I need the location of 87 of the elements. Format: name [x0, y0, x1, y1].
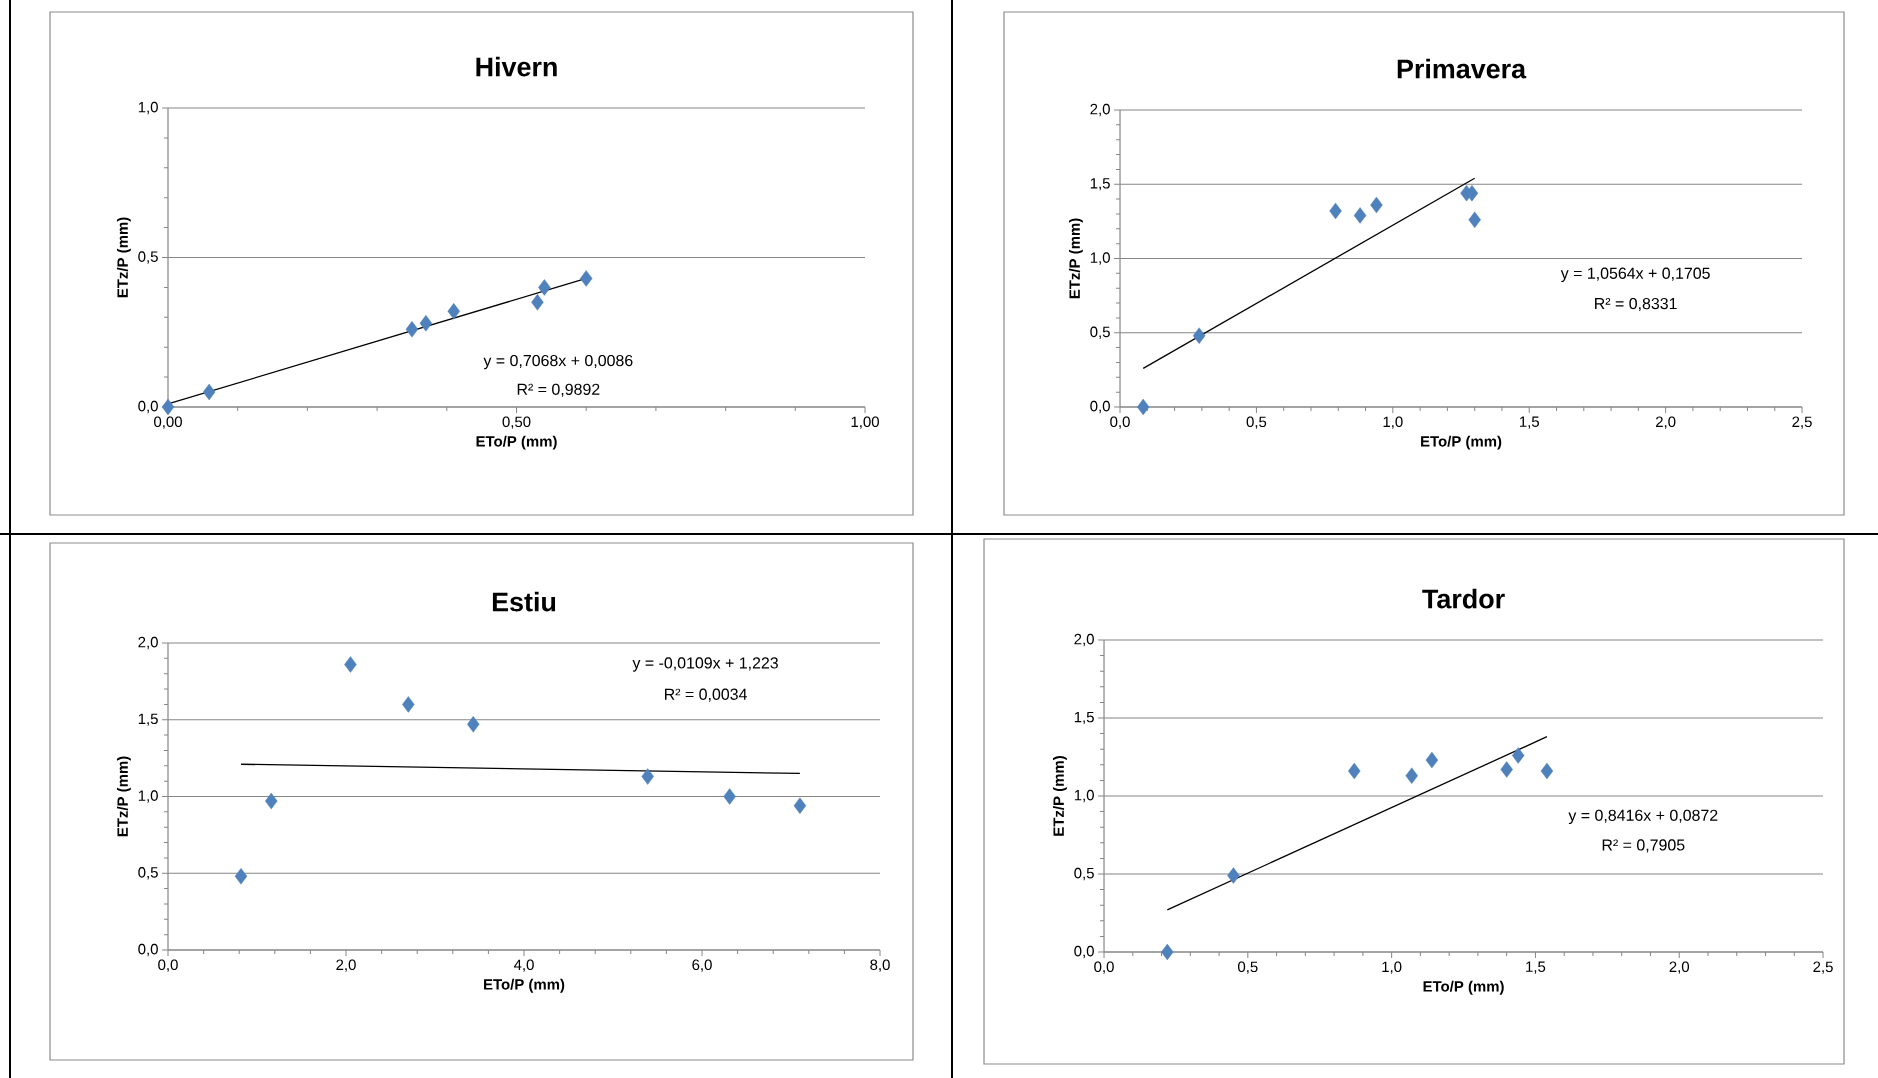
annotation: R² = 0,8331: [1595, 297, 1677, 312]
point: [1370, 196, 1383, 214]
point: [1348, 762, 1361, 780]
point: [402, 696, 415, 713]
point: [538, 279, 551, 296]
x-axis-title: ETo/P (mm): [476, 435, 557, 450]
point: [1137, 398, 1150, 416]
x-tick-label: 0,5: [1238, 961, 1258, 974]
y-tick-label: 0,0: [1090, 400, 1110, 414]
x-tick-label: 0,0: [158, 959, 178, 972]
y-tick-label: 1,5: [1074, 711, 1094, 725]
y-tick-label: 1,0: [138, 790, 158, 803]
chart-title: Estiu: [492, 591, 556, 612]
x-tick-label: 1,0: [1383, 416, 1403, 429]
point: [1353, 207, 1367, 224]
x-tick-label: 6,0: [692, 959, 712, 972]
y-tick-label: 1,5: [1090, 178, 1110, 191]
point: [793, 797, 807, 814]
y-axis-title: ETz/P (mm): [116, 756, 131, 837]
y-tick-label: 1,0: [1074, 789, 1094, 803]
x-tick-label: 8,0: [870, 959, 890, 972]
y-tick-label: 2,0: [1074, 633, 1094, 647]
y-tick-label: 2,0: [1090, 103, 1110, 117]
y-tick-label: 1,0: [138, 101, 158, 115]
y-tick-label: 0,5: [138, 251, 158, 264]
x-tick-label: 1,00: [851, 416, 879, 429]
point: [641, 768, 654, 785]
y-tick-label: 0,0: [1074, 945, 1094, 959]
y-axis-title: ETz/P (mm): [1052, 756, 1067, 836]
point: [1500, 761, 1513, 778]
y-axis-title: ETz/P (mm): [1068, 218, 1083, 299]
point: [580, 270, 593, 287]
annotation: y = -0,0109x + 1,223: [632, 657, 778, 672]
point: [1405, 767, 1418, 784]
x-tick-label: 2,0: [336, 959, 356, 972]
chart-title: Hivern: [476, 56, 557, 77]
annotation: y = 0,7068x + 0,0086: [483, 354, 633, 370]
x-tick-label: 1,0: [1382, 961, 1402, 974]
y-tick-label: 0,5: [1090, 326, 1110, 339]
x-tick-label: 4,0: [513, 959, 534, 972]
point: [1540, 762, 1554, 780]
chart-title: Tardor: [1422, 588, 1505, 609]
point: [419, 315, 433, 332]
y-tick-label: 0,5: [1074, 867, 1094, 881]
annotation: y = 1,0564x + 0,1705: [1560, 267, 1710, 283]
annotation: y = 0,8416x + 0,0872: [1568, 809, 1718, 825]
point: [405, 321, 419, 338]
x-tick-label: 2,5: [1813, 961, 1833, 974]
point: [1227, 867, 1240, 884]
x-tick-label: 2,0: [1669, 961, 1690, 974]
x-tick-label: 0,0: [1110, 416, 1130, 429]
point: [447, 303, 460, 320]
y-tick-label: 1,0: [1090, 252, 1110, 265]
y-tick-label: 0,0: [138, 400, 158, 414]
point: [467, 716, 480, 733]
point: [1425, 751, 1439, 769]
x-tick-label: 1,5: [1526, 961, 1546, 974]
x-axis-title: ETo/P (mm): [1421, 435, 1502, 450]
y-tick-label: 0,5: [138, 867, 158, 880]
point: [1511, 747, 1525, 764]
point: [1192, 327, 1206, 344]
x-tick-label: 0,50: [502, 416, 531, 429]
point: [723, 788, 736, 805]
point: [531, 294, 544, 311]
point: [161, 398, 175, 416]
annotation: R² = 0,9892: [517, 383, 600, 397]
x-axis-title: ETo/P (mm): [484, 978, 565, 993]
x-tick-label: 2,0: [1656, 416, 1676, 429]
chart-title: Primavera: [1397, 58, 1527, 79]
point: [202, 383, 216, 401]
x-tick-label: 2,5: [1792, 416, 1812, 429]
y-tick-label: 0,0: [138, 943, 158, 957]
x-axis-title: ETo/P (mm): [1423, 980, 1504, 995]
point: [1468, 211, 1481, 229]
point: [265, 792, 278, 810]
x-tick-label: 0,5: [1246, 416, 1267, 429]
y-tick-label: 1,5: [138, 713, 158, 726]
point: [234, 868, 248, 885]
point: [344, 656, 357, 673]
point: [1161, 943, 1174, 961]
point: [1329, 202, 1342, 220]
x-tick-label: 0,00: [154, 416, 182, 429]
x-tick-label: 1,5: [1519, 416, 1539, 429]
y-axis-title: ETz/P (mm): [116, 217, 131, 298]
y-tick-label: 2,0: [138, 636, 158, 650]
annotation: R² = 0,7905: [1602, 839, 1685, 853]
annotation: R² = 0,0034: [665, 688, 747, 702]
